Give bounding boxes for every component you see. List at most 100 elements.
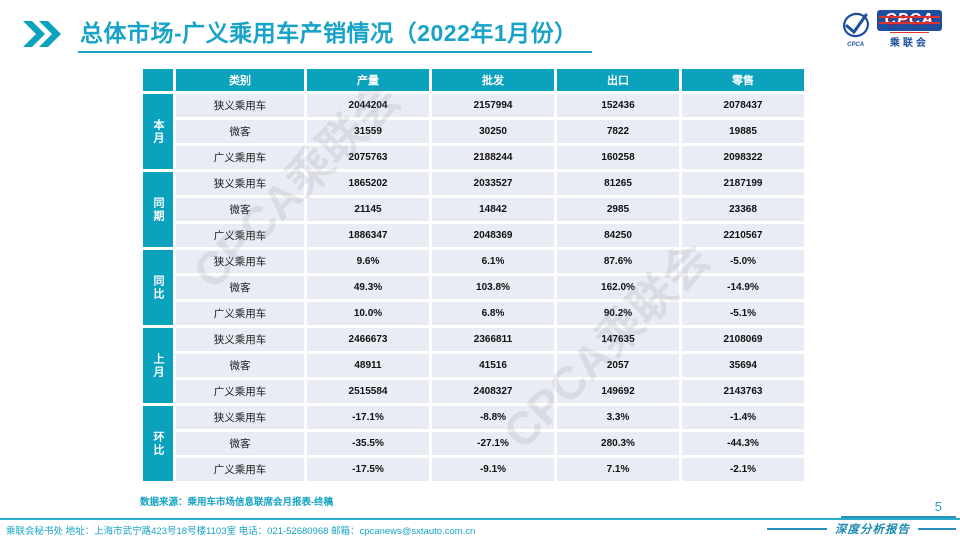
cell-production: 49.3% (307, 276, 429, 299)
report-label-line-left (767, 528, 827, 530)
double-chevron-icon (23, 21, 61, 47)
footer-contact-info: 乘联会秘书处 地址：上海市武宁路423号18号楼1103室 电话：021-526… (6, 526, 476, 537)
cell-export: 147635 (557, 328, 679, 351)
cpca-wordmark: CPCA 乘联会 (876, 10, 942, 49)
emblem-caption: CPCA (847, 41, 865, 48)
table-header-row: 类别 产量 批发 出口 零售 (143, 69, 804, 91)
group-label: 上月 (143, 328, 173, 403)
table-row: 微客 49.3% 103.8% 162.0% -14.9% (143, 276, 804, 299)
swoosh-icon (842, 12, 869, 37)
table-row: 同比 狭义乘用车 9.6% 6.1% 87.6% -5.0% (143, 250, 804, 325)
group-label: 同比 (143, 250, 173, 325)
cell-production: 1886347 (307, 224, 429, 247)
header-retail: 零售 (682, 69, 804, 91)
table-row: 广义乘用车 2515584 2408327 149692 2143763 (143, 380, 804, 403)
header-production: 产量 (307, 69, 429, 91)
cell-export: 149692 (557, 380, 679, 403)
cell-export: 2985 (557, 198, 679, 221)
group-label: 本月 (143, 94, 173, 169)
row-category: 广义乘用车 (176, 380, 304, 403)
cell-production: -17.1% (307, 406, 429, 429)
cell-retail: 2108069 (682, 328, 804, 351)
cell-wholesale: 14842 (432, 198, 554, 221)
header-category: 类别 (176, 69, 304, 91)
cell-wholesale: -8.8% (432, 406, 554, 429)
cell-wholesale: 2033527 (432, 172, 554, 195)
market-data-table: 类别 产量 批发 出口 零售 本月 狭义乘用车 2044204 2157994 … (140, 66, 807, 484)
logo-redline-top (878, 16, 940, 18)
row-category: 广义乘用车 (176, 146, 304, 169)
cell-retail: 2187199 (682, 172, 804, 195)
cell-production: 2515584 (307, 380, 429, 403)
cell-export: 280.3% (557, 432, 679, 455)
page-title: 总体市场-广义乘用车产销情况（2022年1月份） (78, 14, 592, 53)
row-category: 广义乘用车 (176, 224, 304, 247)
cell-wholesale: 41516 (432, 354, 554, 377)
logo-redline-bottom (878, 22, 940, 24)
cpca-box: CPCA (876, 10, 942, 31)
cell-wholesale: 6.8% (432, 302, 554, 325)
cell-production: 10.0% (307, 302, 429, 325)
report-label-line-right (918, 528, 956, 530)
header-export: 出口 (557, 69, 679, 91)
slide-header: 总体市场-广义乘用车产销情况（2022年1月份） (22, 14, 592, 53)
cell-production: -35.5% (307, 432, 429, 455)
header-corner (143, 69, 173, 91)
cell-wholesale: 2366811 (432, 328, 554, 351)
cell-wholesale: 103.8% (432, 276, 554, 299)
row-category: 微客 (176, 432, 304, 455)
group-label: 环比 (143, 406, 173, 481)
row-category: 狭义乘用车 (176, 172, 304, 195)
cell-wholesale: 2408327 (432, 380, 554, 403)
cell-retail: -5.0% (682, 250, 804, 273)
report-label-text: 深度分析报告 (835, 522, 910, 536)
cell-production: 31559 (307, 120, 429, 143)
cell-wholesale: 2188244 (432, 146, 554, 169)
cell-wholesale: 30250 (432, 120, 554, 143)
cell-retail: 19885 (682, 120, 804, 143)
cell-production: 2466673 (307, 328, 429, 351)
cell-retail: -5.1% (682, 302, 804, 325)
table-row: 广义乘用车 10.0% 6.8% 90.2% -5.1% (143, 302, 804, 325)
table-row: 广义乘用车 -17.5% -9.1% 7.1% -2.1% (143, 458, 804, 481)
row-category: 狭义乘用车 (176, 406, 304, 429)
cell-export: 3.3% (557, 406, 679, 429)
table-row: 微客 -35.5% -27.1% 280.3% -44.3% (143, 432, 804, 455)
table-row: 广义乘用车 2075763 2188244 160258 2098322 (143, 146, 804, 169)
cell-export: 152436 (557, 94, 679, 117)
cell-production: -17.5% (307, 458, 429, 481)
cell-retail: 23368 (682, 198, 804, 221)
cell-wholesale: 6.1% (432, 250, 554, 273)
row-category: 狭义乘用车 (176, 328, 304, 351)
cell-wholesale: 2157994 (432, 94, 554, 117)
cell-export: 81265 (557, 172, 679, 195)
cell-retail: -1.4% (682, 406, 804, 429)
row-category: 狭义乘用车 (176, 250, 304, 273)
cell-retail: -14.9% (682, 276, 804, 299)
row-category: 广义乘用车 (176, 458, 304, 481)
row-category: 微客 (176, 276, 304, 299)
table-row: 微客 48911 41516 2057 35694 (143, 354, 804, 377)
page-number-underline (841, 516, 956, 518)
cell-export: 2057 (557, 354, 679, 377)
report-type-label: 深度分析报告 (767, 521, 956, 537)
row-category: 微客 (176, 120, 304, 143)
cell-retail: 2098322 (682, 146, 804, 169)
group-label: 同期 (143, 172, 173, 247)
cpca-emblem-icon: CPCA (839, 12, 873, 48)
table-row: 微客 21145 14842 2985 23368 (143, 198, 804, 221)
cell-retail: 2143763 (682, 380, 804, 403)
cell-export: 7.1% (557, 458, 679, 481)
table-row: 本月 狭义乘用车 2044204 2157994 152436 2078437 (143, 94, 804, 169)
cell-retail: -2.1% (682, 458, 804, 481)
table-row: 微客 31559 30250 7822 19885 (143, 120, 804, 143)
cell-production: 9.6% (307, 250, 429, 273)
table-row: 同期 狭义乘用车 1865202 2033527 81265 2187199 (143, 172, 804, 247)
cell-export: 7822 (557, 120, 679, 143)
cell-retail: 2078437 (682, 94, 804, 117)
cell-export: 162.0% (557, 276, 679, 299)
header-wholesale: 批发 (432, 69, 554, 91)
cpca-text: CPCA (884, 11, 934, 28)
table-row: 环比 狭义乘用车 -17.1% -8.8% 3.3% -1.4% (143, 406, 804, 481)
